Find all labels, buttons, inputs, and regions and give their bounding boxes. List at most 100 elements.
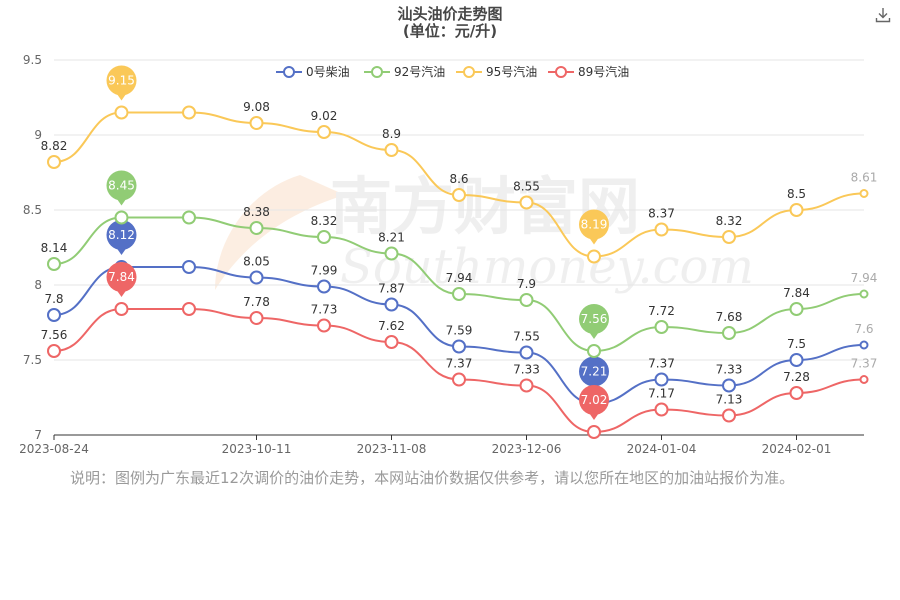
y-tick-label: 8 [34,278,42,292]
data-label: 8.5 [787,187,806,201]
x-tick-label: 2023-12-06 [492,442,562,456]
data-point [587,425,601,439]
legend-label: 0号柴油 [306,65,350,79]
data-label: 7.5 [787,337,806,351]
data-label: 7.28 [783,370,810,384]
data-point [114,302,129,316]
data-point [47,344,61,358]
x-tick-label: 2023-11-08 [357,442,427,456]
data-point [47,308,61,322]
min-marker-head [579,385,609,415]
data-point [317,279,331,294]
data-point [384,246,399,261]
data-point [47,257,61,271]
data-point [114,210,129,225]
data-label: 7.87 [378,282,405,296]
data-label: 7.8 [44,292,63,306]
data-point [519,293,534,307]
data-point [182,105,196,120]
data-label: 7.33 [716,363,743,377]
data-label: 7.37 [648,357,675,371]
min-marker: 8.19 [579,209,609,245]
data-point [114,105,129,120]
min-marker-head [579,304,609,334]
data-label: 7.9 [517,277,536,291]
data-point [859,289,869,299]
data-label: 8.55 [513,180,540,194]
data-point [789,386,804,400]
max-marker-label: 7.84 [108,270,135,284]
data-label: 7.55 [513,330,540,344]
data-point [384,143,399,157]
data-point [249,311,264,325]
chart-title: 汕头油价走势图 [397,5,503,23]
data-label: 7.78 [243,295,270,309]
data-label: 7.13 [716,393,743,407]
data-point [519,378,534,393]
data-point [654,402,669,417]
data-point [249,270,264,285]
data-point [249,116,264,130]
data-label: 8.9 [382,127,401,141]
data-label: 7.17 [648,387,675,401]
legend-marker [283,66,295,78]
legend-label: 92号汽油 [394,64,445,79]
y-tick-label: 9.5 [23,53,42,67]
data-point [654,320,669,334]
data-point [722,326,736,340]
data-point [452,372,466,387]
data-label: 9.02 [311,109,338,123]
data-point [789,353,804,367]
data-label: 7.6 [854,322,873,336]
y-tick-label: 7 [34,428,42,442]
data-label: 7.84 [783,286,810,300]
data-point [47,155,61,169]
legend-marker [463,66,475,78]
data-point [789,203,804,217]
data-label: 8.61 [851,171,878,185]
data-point [519,195,534,210]
min-marker: 7.21 [579,356,609,392]
data-label: 7.72 [648,304,675,318]
data-label: 7.62 [378,319,405,333]
x-tick-label: 2023-08-24 [19,442,89,456]
data-point [182,302,196,316]
min-marker: 7.56 [579,304,609,339]
data-point [859,375,869,384]
data-label: 8.21 [378,231,405,245]
data-label: 8.14 [41,241,68,255]
data-point [384,335,399,349]
max-marker: 9.15 [106,65,137,101]
min-marker-head [579,209,609,240]
min-marker-label: 7.56 [581,312,608,326]
data-point [452,339,466,354]
y-tick-label: 8.5 [23,203,42,217]
watermark-swoosh [215,175,345,290]
download-icon[interactable] [874,6,892,24]
min-marker-head [579,356,609,387]
data-label: 7.33 [513,363,540,377]
data-label: 7.99 [311,264,338,278]
data-label: 7.37 [446,357,473,371]
legend-marker [371,66,383,78]
data-label: 7.59 [446,324,473,338]
data-point [654,372,669,387]
min-marker-label: 7.21 [581,365,608,379]
y-tick-label: 9 [34,128,42,142]
data-label: 7.73 [311,303,338,317]
max-marker-head [106,65,137,96]
data-point [722,378,736,393]
data-point [317,125,331,139]
data-label: 9.08 [243,100,270,114]
max-marker: 7.84 [106,262,137,297]
data-label: 8.38 [243,205,270,219]
max-marker-label: 8.12 [108,228,135,242]
max-marker-label: 9.15 [108,74,135,88]
x-tick-label: 2024-02-01 [762,442,832,456]
data-point [452,188,466,202]
max-marker-head [106,220,137,250]
data-label: 8.05 [243,255,270,269]
data-label: 7.37 [851,357,878,371]
